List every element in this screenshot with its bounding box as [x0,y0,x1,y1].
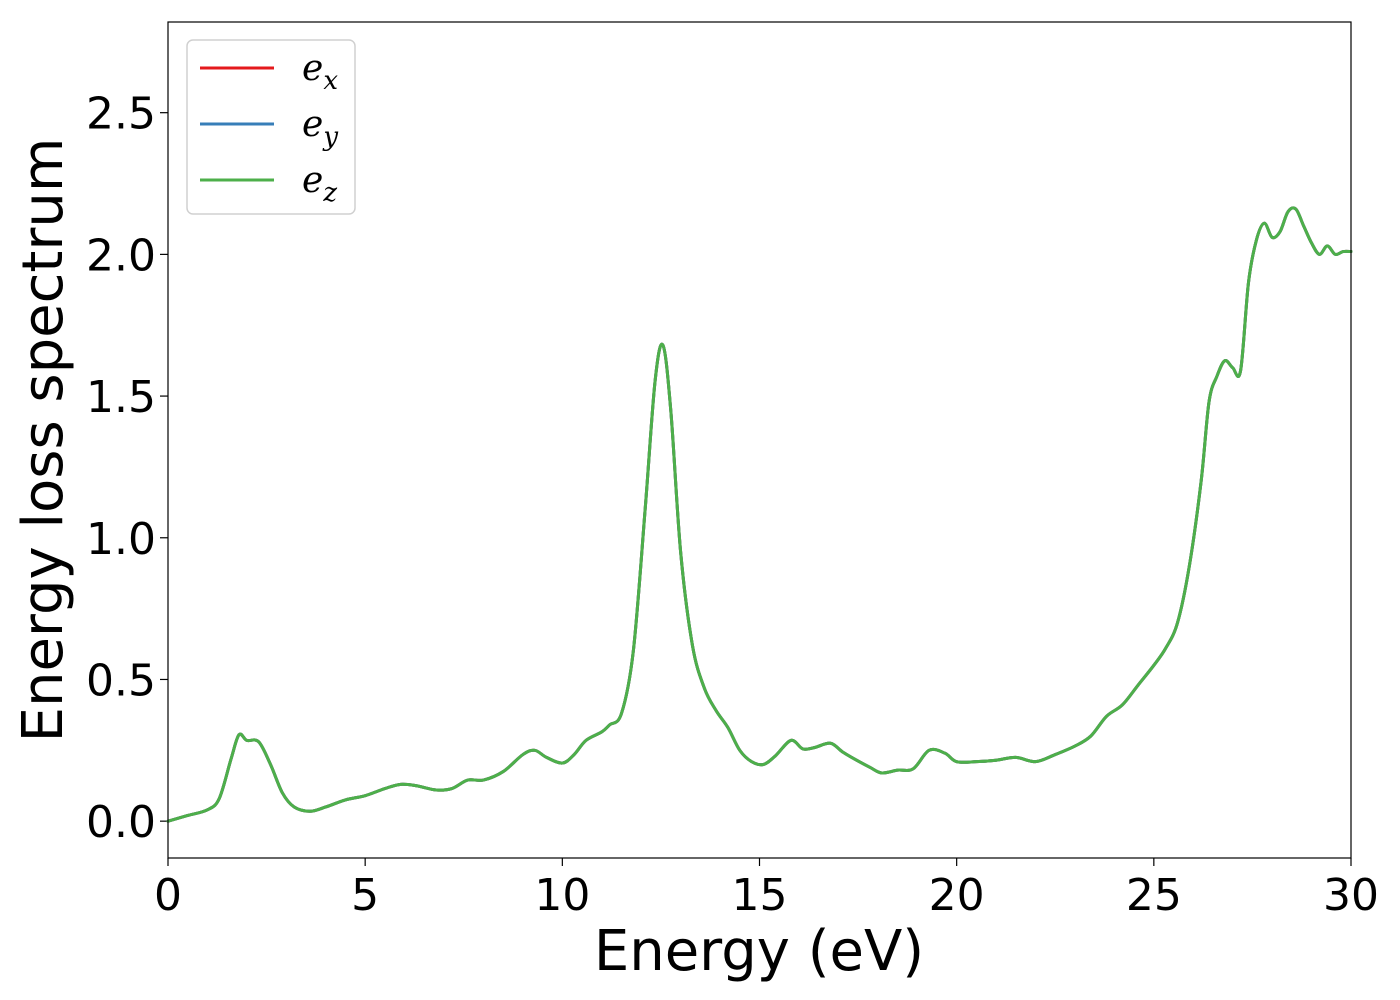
x-tick-label: 20 [929,870,985,921]
legend-label-ez: ez [302,160,337,208]
y-tick-label: 2.5 [86,89,156,140]
x-tick-label: 25 [1126,870,1182,921]
legend-label-ex: ex [302,48,338,96]
legend: ex ey ez [186,39,356,215]
y-tick-label: 0.0 [86,797,156,848]
y-tick-label: 1.5 [86,372,156,423]
plot-frame [167,21,1352,859]
y-tick-label: 0.5 [86,655,156,706]
series-line-ey [166,206,1353,823]
ticks-layer: 0 5 10 15 20 25 30 0.0 0.5 1.0 1.5 2.0 2.5 [86,89,1379,921]
x-tick-label: 10 [534,870,590,921]
series-layer [166,206,1353,823]
x-tick-label: 30 [1323,870,1379,921]
legend-box [186,39,356,215]
y-axis-label: Energy loss spectrum [11,138,76,743]
x-tick-label: 15 [732,870,788,921]
x-tick-label: 0 [154,870,182,921]
series-line-ex [166,206,1353,823]
series-line-ez [166,206,1353,823]
y-tick-label: 2.0 [86,230,156,281]
legend-label-ey: ey [302,104,338,152]
y-tick-label: 1.0 [86,514,156,565]
legend-items: ex ey ez [200,48,338,208]
x-axis-label: Energy (eV) [594,919,924,984]
x-tick-label: 5 [351,870,379,921]
